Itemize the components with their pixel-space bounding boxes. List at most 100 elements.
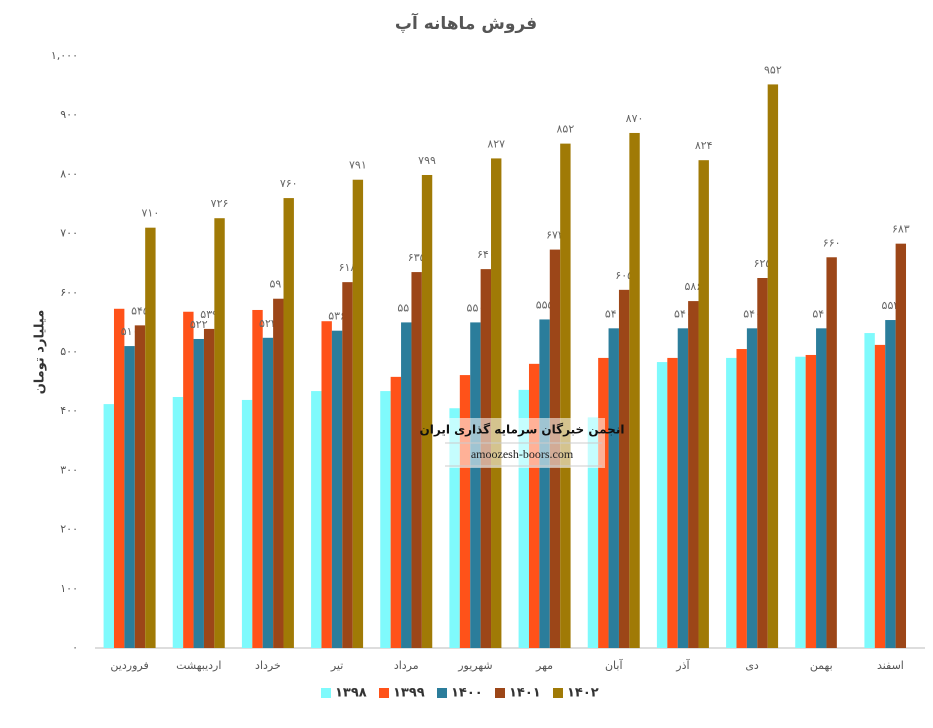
bar [608,328,619,648]
legend-swatch [379,688,389,698]
watermark-title: انجمن خبرگان سرمایه گذاری ایران [420,423,625,437]
y-tick-label: ۰ [72,641,78,654]
data-label: ۷۲۶ [211,197,229,210]
data-label: ۸۷۰ [626,112,644,125]
bar [767,84,779,648]
bar [726,357,737,648]
x-tick-label: فروردین [110,659,148,672]
bar [352,179,364,648]
bar [805,354,817,648]
y-tick-label: ۴۰۰ [60,404,78,417]
bar [539,319,550,648]
bar [629,132,640,648]
y-axis-label: میلیارد تومان [33,310,48,395]
data-label: ۵۵۰ [467,301,485,314]
legend-swatch [437,688,447,698]
x-tick-label: مهر [535,659,553,672]
bar [864,333,875,648]
bar [262,337,274,648]
bar [214,218,225,648]
bar [321,321,332,648]
legend-label: ۱۴۰۰ [451,686,483,701]
bar [203,328,215,648]
x-tick-label: اسفند [877,659,904,672]
data-label: ۷۹۹ [418,154,436,167]
bar [885,320,896,648]
y-tick-label: ۹۰۰ [60,108,78,121]
data-label: ۵۵۴ [882,299,900,312]
bar [491,158,502,648]
bar [183,311,194,648]
data-label: ۷۶۰ [280,177,298,190]
data-label: ۵۵۵ [536,298,554,311]
y-tick-label: ۱,۰۰۰ [51,49,78,62]
data-label: ۵۲۴ [259,317,277,330]
x-tick-label: آبان [605,658,623,672]
data-label: ۸۲۴ [695,139,713,152]
bar [688,301,699,648]
bar [560,143,571,648]
data-label: ۵۹۰ [269,278,287,291]
legend-label: ۱۴۰۱ [509,686,541,701]
plot: ۰ ۱۰۰ ۲۰۰ ۳۰۰ ۴۰۰ ۵۰۰ ۶۰۰ ۷۰۰ ۸۰۰ ۹۰۰ ۱,۰۰۰ فروردین… [51,49,925,701]
y-tick-label: ۲۰۰ [60,523,78,536]
bar [134,325,146,648]
bar [746,328,758,648]
bar [618,289,630,648]
bar [331,330,343,648]
legend-swatch [553,688,563,698]
data-label: ۶۲۵ [754,257,772,270]
x-tick-label: مرداد [394,659,419,672]
y-tick-label: ۱۰۰ [60,582,78,595]
bar [380,391,391,648]
data-label: ۸۵۲ [557,123,575,136]
data-label: ۶۶۰ [823,236,841,249]
bar [895,243,907,648]
data-label: ۶۴۰ [477,248,495,261]
bar [449,408,460,648]
y-tick-label: ۶۰۰ [60,286,78,299]
data-label: ۷۹۱ [349,159,367,172]
bar [113,308,125,648]
bar [826,257,837,648]
data-label: ۷۱۰ [142,207,160,220]
y-tick-label: ۵۰۰ [60,345,78,358]
data-label: ۶۷۳ [546,229,564,242]
x-tick-label: بهمن [810,659,833,672]
bar [459,375,471,648]
chart-title: فروش ماهانه آپ [395,12,537,34]
bar [816,328,827,648]
bar [656,362,668,648]
bar [273,298,284,648]
bar [172,396,184,648]
bar [342,282,353,648]
legend-label: ۱۳۹۹ [393,686,425,701]
data-label: ۸۲۷ [487,137,505,150]
bar [795,356,806,648]
bar [145,227,156,648]
bar [311,391,322,648]
x-tick-label: تیر [330,659,343,672]
bar [528,363,540,648]
legend-swatch [495,688,505,698]
bar [390,376,402,648]
y-tick-label: ۷۰۰ [60,227,78,240]
bar [677,328,689,648]
bar [757,278,768,648]
data-label: ۵۴۰ [812,307,830,320]
bar [401,322,412,648]
x-tick-label: اردیبهشت [176,659,221,672]
bar [667,357,678,648]
data-label: ۶۰۵ [615,269,633,282]
bar [241,399,253,648]
bar [518,389,529,648]
bar [411,272,422,648]
data-label: ۵۴۰ [674,307,692,320]
bar [698,160,709,648]
bar [124,346,135,648]
legend-label: ۱۳۹۸ [335,686,367,701]
bar [587,417,599,648]
data-label: ۶۱۸ [339,261,357,274]
bar [470,322,481,648]
